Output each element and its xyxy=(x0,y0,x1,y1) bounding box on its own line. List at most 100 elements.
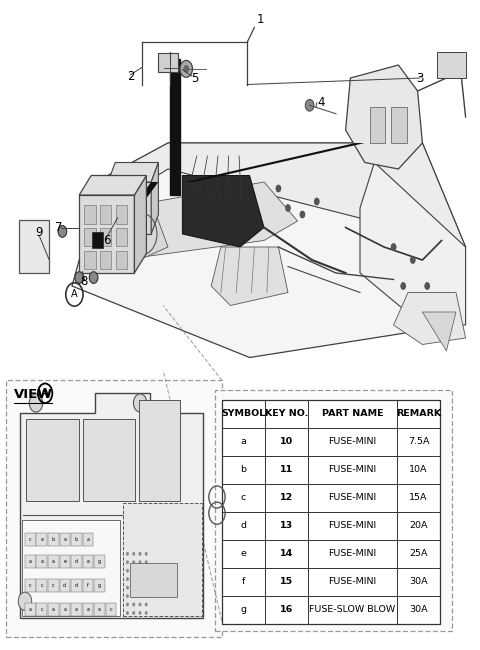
Text: 15A: 15A xyxy=(409,493,428,502)
FancyBboxPatch shape xyxy=(25,603,36,616)
Text: a: a xyxy=(52,559,55,564)
Circle shape xyxy=(180,60,192,77)
Polygon shape xyxy=(72,143,466,358)
Circle shape xyxy=(139,552,142,556)
FancyBboxPatch shape xyxy=(136,191,145,207)
FancyBboxPatch shape xyxy=(94,555,105,568)
FancyBboxPatch shape xyxy=(26,419,79,502)
Circle shape xyxy=(139,560,142,564)
Text: 14: 14 xyxy=(280,549,293,558)
Circle shape xyxy=(126,577,129,581)
Text: a: a xyxy=(240,437,246,447)
Polygon shape xyxy=(86,182,106,247)
Circle shape xyxy=(145,577,148,581)
FancyBboxPatch shape xyxy=(71,533,82,546)
Polygon shape xyxy=(185,143,365,182)
Text: e: e xyxy=(240,549,246,558)
Text: f: f xyxy=(241,577,245,586)
Text: a: a xyxy=(86,607,89,612)
FancyBboxPatch shape xyxy=(83,533,93,546)
Polygon shape xyxy=(125,208,168,260)
Text: 15: 15 xyxy=(280,577,293,586)
FancyBboxPatch shape xyxy=(94,579,105,592)
FancyBboxPatch shape xyxy=(116,251,127,269)
FancyBboxPatch shape xyxy=(48,555,59,568)
Text: 13: 13 xyxy=(280,521,293,530)
Circle shape xyxy=(132,603,135,606)
Text: 9: 9 xyxy=(36,226,43,239)
Circle shape xyxy=(139,603,142,606)
Text: f: f xyxy=(87,583,89,588)
Circle shape xyxy=(75,272,84,283)
Circle shape xyxy=(126,594,129,598)
Text: b: b xyxy=(52,537,55,542)
FancyBboxPatch shape xyxy=(83,555,93,568)
Circle shape xyxy=(314,198,320,205)
FancyBboxPatch shape xyxy=(391,107,407,143)
Text: c: c xyxy=(29,537,32,542)
Polygon shape xyxy=(108,162,158,182)
FancyBboxPatch shape xyxy=(124,191,132,207)
Circle shape xyxy=(58,226,67,237)
Text: c: c xyxy=(241,493,246,502)
Polygon shape xyxy=(113,182,158,234)
FancyBboxPatch shape xyxy=(60,555,70,568)
FancyBboxPatch shape xyxy=(84,251,96,269)
Circle shape xyxy=(132,552,135,556)
Text: FUSE-MINI: FUSE-MINI xyxy=(328,437,377,447)
Text: c: c xyxy=(40,607,43,612)
Circle shape xyxy=(139,586,142,590)
Polygon shape xyxy=(182,176,264,247)
Polygon shape xyxy=(79,195,134,273)
Circle shape xyxy=(132,577,135,581)
FancyBboxPatch shape xyxy=(60,603,70,616)
Circle shape xyxy=(424,282,430,290)
Text: FUSE-SLOW BLOW: FUSE-SLOW BLOW xyxy=(310,606,396,614)
FancyBboxPatch shape xyxy=(123,503,202,616)
Circle shape xyxy=(145,552,148,556)
Circle shape xyxy=(145,594,148,598)
Text: a: a xyxy=(29,607,32,612)
Text: REMARK: REMARK xyxy=(396,410,441,418)
FancyBboxPatch shape xyxy=(94,603,105,616)
Circle shape xyxy=(126,586,129,590)
Text: 5: 5 xyxy=(191,72,198,84)
FancyBboxPatch shape xyxy=(25,555,36,568)
Text: b: b xyxy=(75,537,78,542)
Text: e: e xyxy=(86,559,89,564)
Polygon shape xyxy=(20,393,203,618)
Circle shape xyxy=(139,577,142,581)
FancyBboxPatch shape xyxy=(48,579,59,592)
Circle shape xyxy=(126,569,129,573)
FancyBboxPatch shape xyxy=(116,205,127,224)
Text: d: d xyxy=(75,583,78,588)
Circle shape xyxy=(183,65,189,73)
Text: c: c xyxy=(109,607,112,612)
Text: 30A: 30A xyxy=(409,577,428,586)
Circle shape xyxy=(126,611,129,615)
Circle shape xyxy=(132,560,135,564)
Circle shape xyxy=(145,560,148,564)
Circle shape xyxy=(305,99,314,111)
Text: 16: 16 xyxy=(280,606,293,614)
Text: A: A xyxy=(71,289,78,300)
FancyBboxPatch shape xyxy=(139,400,180,502)
Text: KEY NO.: KEY NO. xyxy=(265,410,308,418)
Text: a: a xyxy=(29,559,32,564)
Circle shape xyxy=(132,586,135,590)
Text: a: a xyxy=(63,607,66,612)
FancyBboxPatch shape xyxy=(130,563,177,597)
Text: FUSE-MINI: FUSE-MINI xyxy=(328,549,377,558)
Text: d: d xyxy=(240,521,246,530)
FancyBboxPatch shape xyxy=(36,533,47,546)
Polygon shape xyxy=(360,162,466,325)
FancyBboxPatch shape xyxy=(83,419,135,502)
Polygon shape xyxy=(120,182,298,260)
Polygon shape xyxy=(346,65,422,169)
Circle shape xyxy=(18,592,32,610)
Text: 1: 1 xyxy=(257,13,264,26)
FancyBboxPatch shape xyxy=(100,251,111,269)
Text: e: e xyxy=(63,559,66,564)
FancyBboxPatch shape xyxy=(111,213,120,229)
FancyBboxPatch shape xyxy=(83,603,93,616)
